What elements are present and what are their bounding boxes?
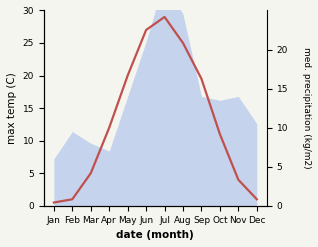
Y-axis label: med. precipitation (kg/m2): med. precipitation (kg/m2) bbox=[302, 47, 311, 169]
X-axis label: date (month): date (month) bbox=[116, 230, 194, 240]
Y-axis label: max temp (C): max temp (C) bbox=[7, 72, 17, 144]
